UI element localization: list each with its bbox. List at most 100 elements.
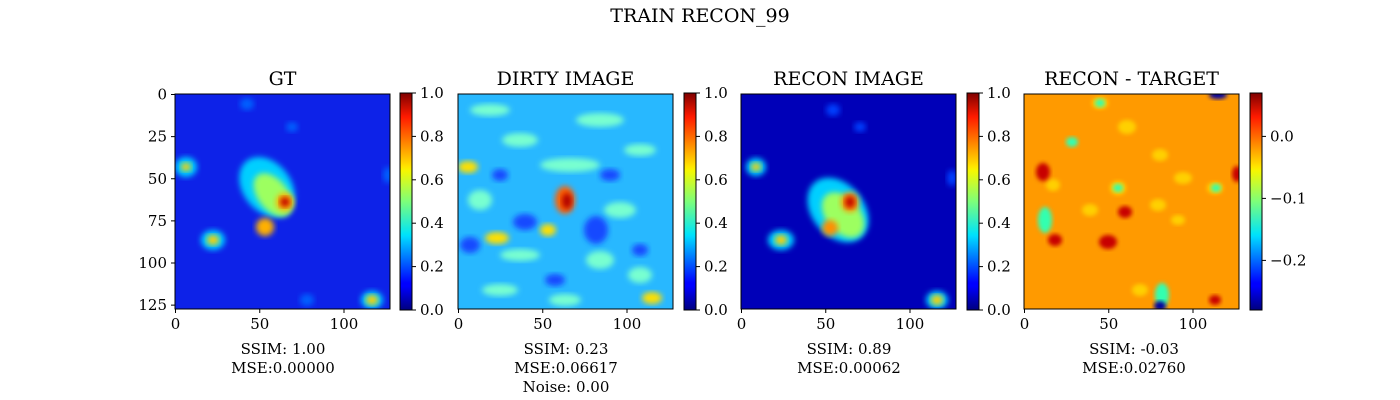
- axes-frame: [174, 93, 391, 310]
- x-axis: 0 50 100: [454, 309, 642, 333]
- colorbar-tick-label: 0.2: [987, 258, 1011, 276]
- metrics-caption: SSIM: 0.89 MSE:0.00062: [797, 340, 901, 377]
- heatmap-blob: [300, 294, 314, 306]
- heatmap-blob: [502, 133, 538, 147]
- colorbar-gradient: [966, 92, 980, 311]
- x-tick-label: 50: [1099, 315, 1118, 333]
- colorbar-gradient: [399, 92, 413, 311]
- heatmap-blob: [1154, 301, 1166, 309]
- x-axis: 0 50 100: [737, 309, 925, 333]
- x-tick-label: 0: [171, 315, 181, 333]
- heatmap-blob: [1048, 234, 1062, 246]
- x-tick-label: 50: [816, 315, 835, 333]
- heatmap-blob: [540, 224, 556, 236]
- colorbar-tick-label: 0.8: [420, 127, 444, 145]
- y-tick-label: 100: [138, 254, 167, 272]
- axes-frame: [740, 93, 957, 310]
- heatmap-blob: [500, 249, 540, 261]
- heatmap-blob: [383, 167, 390, 183]
- heatmap-blob: [775, 235, 787, 245]
- colorbar-tick-label: 0.2: [704, 258, 728, 276]
- heatmap-blob: [256, 218, 274, 236]
- heatmap-blob: [545, 274, 565, 286]
- heatmap-4: [1024, 94, 1239, 309]
- heatmap-blob: [1118, 206, 1132, 218]
- colorbar-tick-label: 1.0: [420, 84, 444, 102]
- heatmap-blob: [826, 104, 840, 116]
- panel-title: RECON - TARGET: [1044, 68, 1219, 90]
- heatmap-blob: [1171, 215, 1185, 225]
- heatmap-blob: [468, 190, 492, 210]
- x-tick-label: 100: [896, 315, 925, 333]
- heatmap-blob: [1211, 184, 1221, 192]
- colorbar: 0.0 −0.1 −0.2: [1249, 92, 1306, 311]
- heatmap-blob: [1118, 120, 1136, 134]
- colorbar-tick-label: 0.0: [420, 301, 444, 319]
- metrics-caption: SSIM: -0.03 MSE:0.02760: [1082, 340, 1186, 377]
- x-axis: 0 50 100: [171, 309, 358, 333]
- heatmap-blob: [1046, 179, 1060, 191]
- colorbar-tick-label: 1.0: [987, 84, 1011, 102]
- colorbar-tick-label: 0.4: [704, 214, 728, 232]
- colorbar-tick-label: 0.0: [704, 301, 728, 319]
- heatmap-2: [458, 94, 673, 309]
- heatmap-blob: [470, 104, 510, 116]
- heatmap-blob: [280, 197, 290, 207]
- heatmap-blob: [181, 163, 191, 171]
- heatmap-blob: [366, 295, 378, 305]
- heatmap-blob: [632, 244, 648, 256]
- heatmap-blob: [460, 237, 480, 253]
- colorbar-tick-label: 0.4: [987, 214, 1011, 232]
- heatmap-blob: [1095, 99, 1105, 107]
- heatmap-blob: [1132, 284, 1148, 296]
- y-tick-label: 25: [148, 128, 167, 146]
- x-tick-label: 100: [613, 315, 642, 333]
- colorbar-tick-label: 1.0: [704, 84, 728, 102]
- colorbar: 0.0 0.2 0.4 0.6 0.8 1.0: [683, 84, 728, 319]
- colorbar-tick-label: 0.2: [420, 258, 444, 276]
- metrics-caption: SSIM: 0.23 MSE:0.06617 Noise: 0.00: [514, 340, 618, 396]
- y-tick-label: 50: [148, 170, 167, 188]
- heatmap-blob: [540, 158, 600, 172]
- colorbar-tick-label: −0.2: [1270, 251, 1306, 269]
- y-axis: 0 25 50 75 100 125: [138, 86, 175, 314]
- x-axis: 0 50 100: [1020, 309, 1207, 333]
- colorbar-tick-label: 0.6: [420, 171, 444, 189]
- heatmap-blob: [845, 196, 855, 208]
- colorbar-gradient: [1249, 92, 1263, 311]
- heatmap-blob: [492, 169, 508, 181]
- heatmap-blob: [1155, 283, 1169, 307]
- heatmap-3: [741, 94, 956, 309]
- heatmap-blob: [1152, 149, 1168, 161]
- heatmap-blob: [485, 232, 509, 244]
- panel-title: DIRTY IMAGE: [497, 68, 635, 90]
- x-tick-label: 50: [533, 315, 552, 333]
- colorbar: 0.0 0.2 0.4 0.6 0.8 1.0: [399, 84, 444, 319]
- axes-frame: [457, 93, 674, 310]
- y-tick-label: 0: [157, 86, 167, 104]
- heatmap-blob: [482, 284, 518, 296]
- colorbar-tick-label: 0.6: [987, 171, 1011, 189]
- heatmap-blob: [458, 161, 478, 173]
- colorbar-tick-label: −0.1: [1270, 189, 1306, 207]
- heatmap-blob: [1036, 163, 1050, 181]
- heatmap-blob: [822, 220, 838, 236]
- heatmap-blob: [562, 193, 572, 209]
- heatmap-blob: [1150, 199, 1166, 211]
- panel-title: RECON IMAGE: [773, 68, 924, 90]
- y-tick-label: 125: [138, 296, 167, 314]
- x-tick-label: 0: [454, 315, 464, 333]
- heatmap-blob: [240, 98, 254, 110]
- colorbar-gradient: [683, 92, 697, 311]
- heatmap-blob: [576, 113, 624, 127]
- heatmap-blob: [1066, 137, 1078, 147]
- heatmap-1: [175, 94, 390, 309]
- x-tick-label: 0: [1020, 315, 1030, 333]
- heatmap-blob: [1113, 184, 1123, 192]
- heatmap-blob: [1209, 94, 1227, 99]
- heatmap-blob: [642, 292, 662, 304]
- panel-title: GT: [269, 68, 297, 90]
- x-tick-label: 0: [737, 315, 747, 333]
- heatmap-blob: [751, 163, 761, 171]
